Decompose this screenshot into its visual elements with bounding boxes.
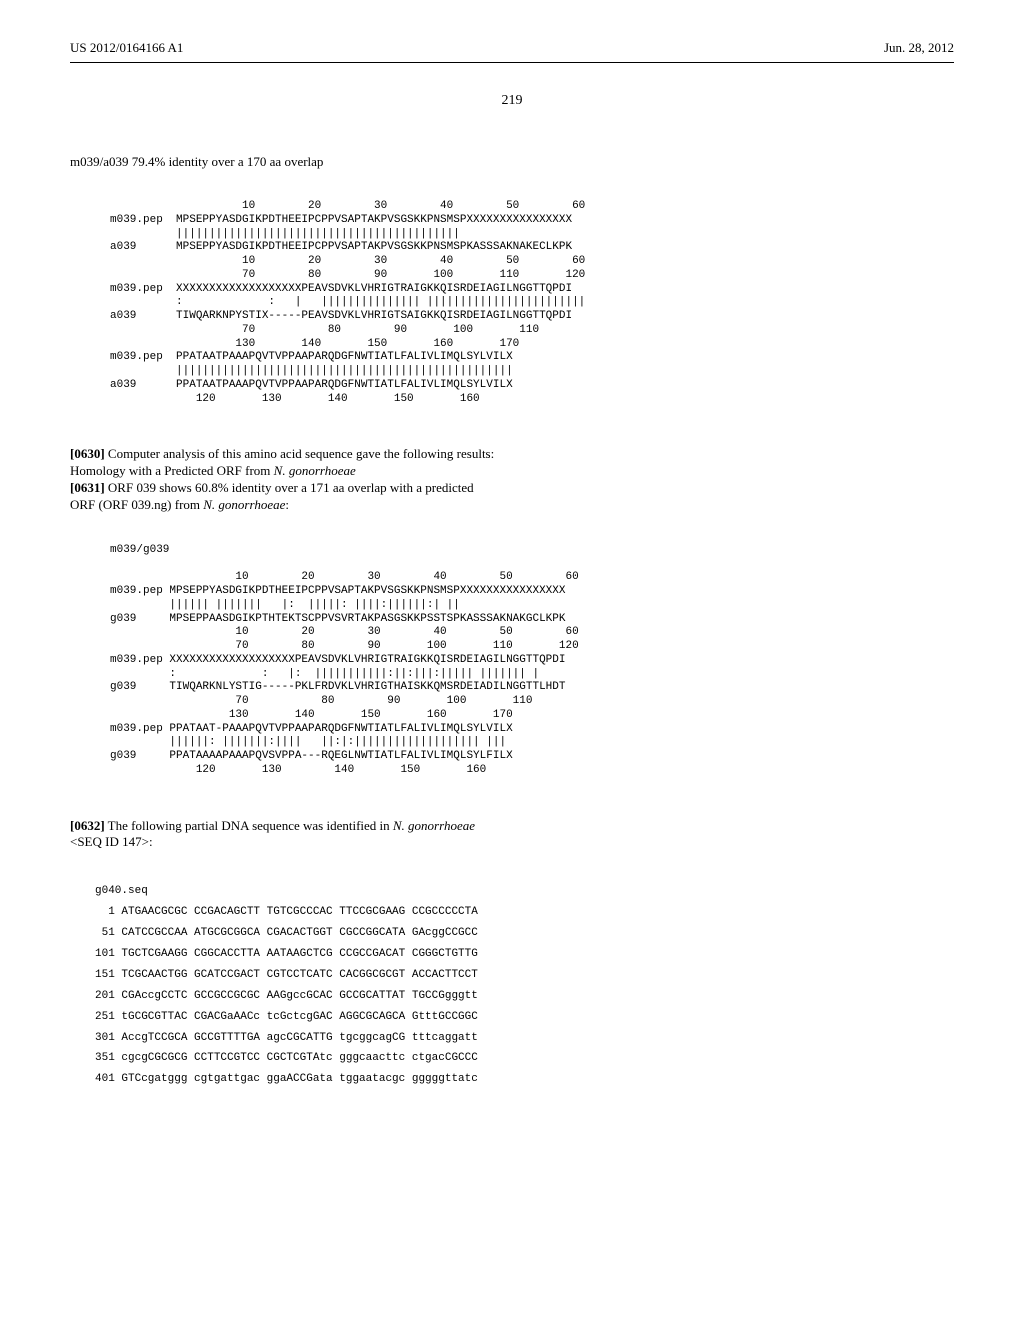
page-number: 219	[70, 93, 954, 109]
paragraph-0630: [0630] Computer analysis of this amino a…	[70, 446, 494, 463]
subtitle-italic: N. gonorrhoeae	[274, 463, 356, 478]
para-num: [0632]	[70, 818, 105, 833]
paragraph-0631: [0631] ORF 039 shows 60.8% identity over…	[70, 480, 494, 514]
para-text: Computer analysis of this amino acid seq…	[105, 446, 495, 461]
para-text: The following partial DNA sequence was i…	[105, 818, 393, 833]
subtitle-text: Homology with a Predicted ORF from	[70, 463, 274, 478]
alignment2-block: m039/g039 10 20 30 40 50 60 m039.pep MPS…	[110, 544, 954, 778]
para-after: <SEQ ID 147>:	[70, 834, 153, 849]
publication-number: US 2012/0164166 A1	[70, 40, 183, 56]
publication-date: Jun. 28, 2012	[884, 40, 954, 56]
sequence-block: g040.seq 1 ATGAACGCGC CCGACAGCTT TGTCGCC…	[95, 881, 954, 1090]
header-divider	[70, 62, 954, 63]
para-after: :	[285, 497, 289, 512]
paragraph-0632: [0632] The following partial DNA sequenc…	[70, 818, 494, 852]
para-italic: N. gonorrhoeae	[393, 818, 475, 833]
para-num: [0630]	[70, 446, 105, 461]
para-num: [0631]	[70, 480, 105, 495]
alignment1-block: 10 20 30 40 50 60 m039.pep MPSEPPYASDGIK…	[110, 200, 954, 406]
homology-subtitle: Homology with a Predicted ORF from N. go…	[70, 463, 494, 480]
para-italic: N. gonorrhoeae	[203, 497, 285, 512]
alignment1-title: m039/a039 79.4% identity over a 170 aa o…	[70, 154, 954, 170]
